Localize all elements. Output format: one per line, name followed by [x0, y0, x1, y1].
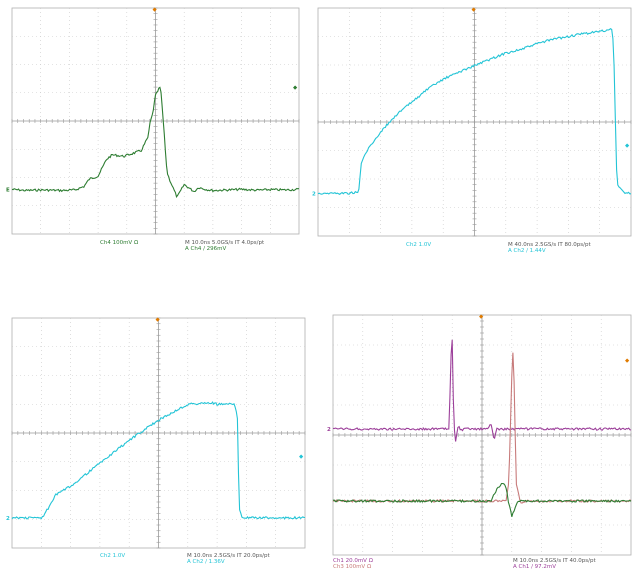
grid [332, 314, 632, 556]
readout-label: M 10.0ns 2.5GS/s IT 20.0ps/pt [187, 553, 270, 559]
waveform-trace [11, 401, 306, 520]
trigger-position-marker: ◆ [472, 7, 477, 13]
waveform-trace [332, 482, 632, 517]
waveform-trace [332, 339, 632, 442]
trigger-level-marker: ◆ [299, 454, 304, 460]
scope-panel-2: 2 ◆ ◆ Ch2 1.0V M 40.0ns 2.5GS/s IT 80.0ps/pt… [312, 7, 632, 254]
grid [317, 7, 632, 237]
readout-label: M 40.0ns 2.5GS/s IT 80.0ps/pt [508, 242, 591, 248]
readout-label: A Ch1 ∕ 97.2mV [513, 563, 556, 569]
ground-marker: 2 [312, 191, 316, 197]
readout-label: A Ch2 ∕ 1.44V [508, 247, 546, 254]
ground-marker: E [6, 187, 10, 193]
waveform-trace [317, 28, 631, 195]
scope-panel-3: 2 ◆ ◆ Ch2 1.0V M 10.0ns 2.5GS/s IT 20.0ps/pt… [6, 317, 306, 565]
trigger-level-marker: ◆ [625, 358, 630, 364]
trigger-level-marker: ◆ [293, 85, 298, 91]
readout-label: Ch2 1.0V [406, 242, 431, 248]
grid [11, 7, 300, 235]
readout-label: A Ch2 ∕ 1.36V [187, 558, 225, 565]
readout-label: Ch1 20.0mV Ω [333, 558, 373, 564]
grid [11, 317, 306, 549]
trigger-position-marker: ◆ [153, 7, 158, 13]
readout-label: A Ch4 ∕ 296mV [185, 245, 227, 252]
readout-label: M 10.0ns 5.0GS/s IT 4.0ps/pt [185, 240, 265, 246]
readout-label: M 10.0ns 2.5GS/s IT 40.0ps/pt [513, 558, 596, 564]
waveform-trace [11, 86, 300, 199]
readout-label: Ch3 100mV Ω [333, 564, 371, 569]
ground-marker: 2 [6, 516, 10, 522]
trigger-level-marker: ◆ [625, 143, 630, 149]
trigger-position-marker: ◆ [156, 317, 161, 323]
scope-panel-1: E ◆ ◆ Ch4 100mV Ω M 10.0ns 5.0GS/s IT 4.0ps/… [6, 7, 300, 252]
ground-marker: 2 [327, 427, 331, 433]
trigger-position-marker: ◆ [479, 314, 484, 320]
readout-label: Ch4 100mV Ω [100, 240, 138, 246]
readout-label: Ch2 1.0V [100, 553, 125, 559]
